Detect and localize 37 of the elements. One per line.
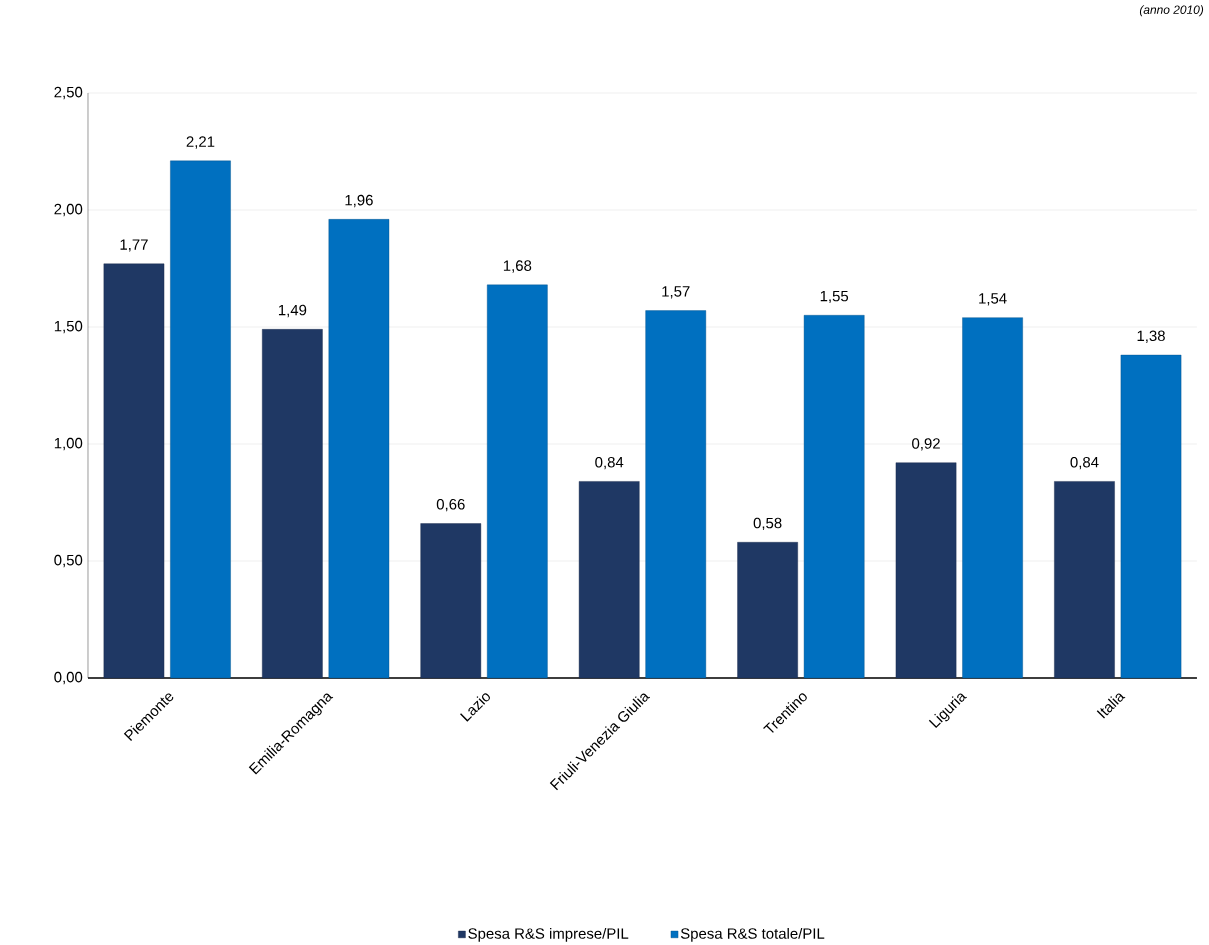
data-label: 0,92 [912, 438, 940, 451]
bar [328, 219, 390, 679]
y-tick-label: 1,00 [54, 437, 83, 451]
data-label: 0,84 [595, 456, 624, 470]
data-label: 1,54 [979, 293, 1007, 306]
bar [103, 263, 165, 679]
bar [962, 317, 1023, 679]
data-label: 1,68 [503, 260, 532, 273]
bar [578, 481, 640, 679]
data-label: 0,66 [436, 499, 465, 512]
bar [262, 329, 323, 679]
y-tick-label: 1,50 [54, 320, 83, 334]
data-label: 1,49 [278, 304, 307, 318]
bar [645, 310, 707, 679]
data-label: 1,38 [1137, 330, 1165, 343]
bar [420, 523, 482, 679]
legend-label: Spesa R&S imprese/PIL [468, 927, 629, 942]
text: (anno 2010) [1139, 5, 1204, 17]
y-tick-label: 2,50 [54, 86, 83, 100]
data-label: 0,58 [753, 517, 782, 531]
bar [803, 315, 865, 679]
bar [737, 542, 798, 679]
data-label: 0,84 [1070, 456, 1099, 470]
bar [1120, 354, 1182, 679]
data-label: 1,55 [820, 290, 849, 304]
bar [895, 462, 957, 679]
data-label: 2,21 [186, 136, 215, 149]
y-tick-label: 0,00 [54, 671, 83, 685]
y-tick-label: 0,50 [54, 554, 83, 568]
data-label: 1,77 [120, 239, 148, 252]
bar [487, 284, 548, 679]
legend-label: Spesa R&S totale/PIL [680, 927, 825, 942]
data-label: 1,57 [662, 286, 690, 299]
data-label: 1,96 [345, 194, 373, 208]
bar [170, 160, 231, 679]
bar [1054, 481, 1115, 679]
y-tick-label: 2,00 [54, 203, 83, 217]
